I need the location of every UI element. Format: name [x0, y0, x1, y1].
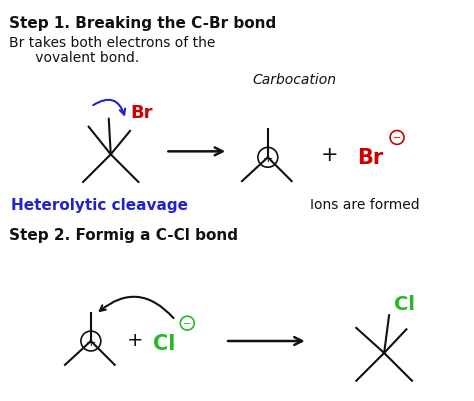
Text: Br takes both electrons of the: Br takes both electrons of the	[9, 36, 216, 50]
Text: +: +	[128, 330, 144, 348]
Text: +: +	[320, 145, 338, 165]
Text: +: +	[85, 335, 96, 348]
Text: Step 2. Formig a C-Cl bond: Step 2. Formig a C-Cl bond	[9, 227, 238, 242]
Text: +: +	[263, 152, 273, 164]
Text: Br: Br	[357, 148, 383, 168]
Text: Carbocation: Carbocation	[253, 73, 337, 87]
Text: Step 1. Breaking the C-Br bond: Step 1. Breaking the C-Br bond	[9, 16, 277, 31]
Text: Ions are formed: Ions are formed	[310, 198, 419, 211]
Text: vovalent bond.: vovalent bond.	[9, 51, 139, 65]
Text: Br: Br	[131, 103, 153, 122]
Text: −: −	[393, 133, 401, 143]
Text: Cl: Cl	[394, 294, 415, 313]
Text: Heterolytic cleavage: Heterolytic cleavage	[11, 198, 188, 213]
Text: Cl: Cl	[154, 333, 176, 353]
Text: −: −	[183, 318, 191, 328]
